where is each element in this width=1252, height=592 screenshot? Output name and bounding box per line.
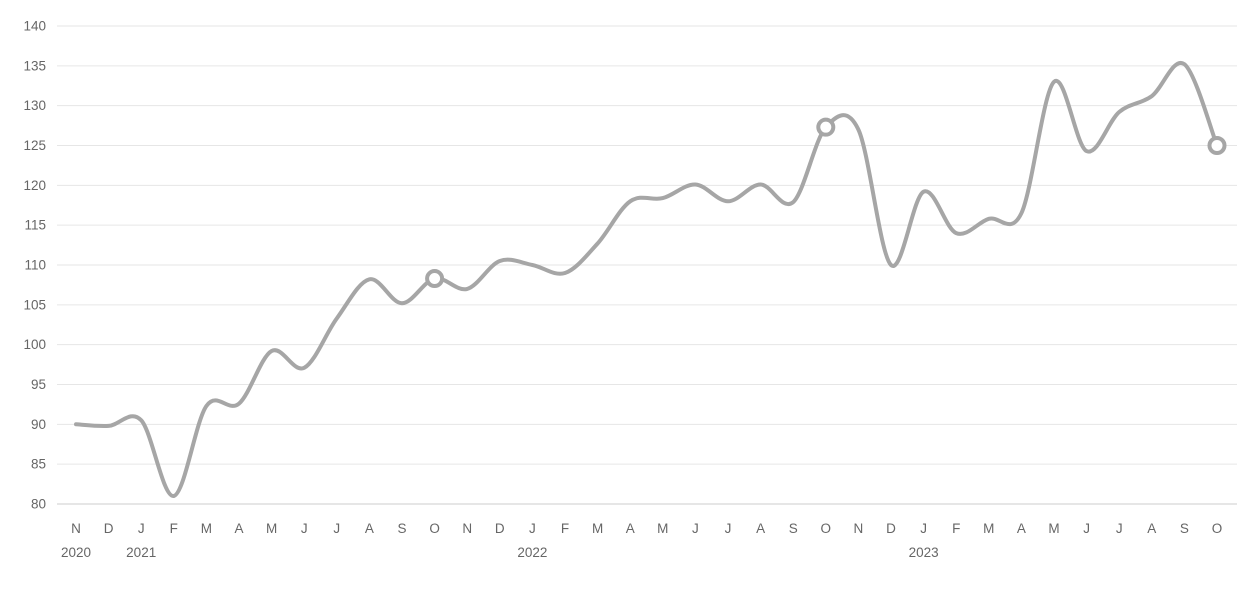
y-axis-label: 110 xyxy=(24,258,46,273)
x-axis-year-label: 2021 xyxy=(126,545,156,560)
x-axis-label: J xyxy=(692,521,699,536)
y-axis-label: 130 xyxy=(23,98,46,113)
x-axis-label: A xyxy=(1017,521,1026,536)
x-axis-label: S xyxy=(397,521,406,536)
y-axis-label: 80 xyxy=(31,497,46,512)
x-axis-label: M xyxy=(592,521,603,536)
x-axis-label: J xyxy=(138,521,145,536)
x-axis-label: J xyxy=(301,521,308,536)
x-axis-label: A xyxy=(756,521,765,536)
x-axis-label: F xyxy=(561,521,569,536)
y-axis-label: 125 xyxy=(23,138,46,153)
x-axis-label: D xyxy=(104,521,114,536)
x-axis-label: O xyxy=(821,521,832,536)
x-axis-label: M xyxy=(201,521,212,536)
x-axis-label: A xyxy=(1147,521,1156,536)
y-axis-label: 85 xyxy=(31,457,46,472)
data-point-marker[interactable] xyxy=(425,269,445,289)
data-point-marker[interactable] xyxy=(816,117,836,137)
x-axis-label: D xyxy=(886,521,896,536)
y-axis-label: 100 xyxy=(23,337,46,352)
x-axis-label: S xyxy=(789,521,798,536)
y-axis-label: 95 xyxy=(31,377,46,392)
x-axis-label: O xyxy=(429,521,440,536)
y-axis-label: 120 xyxy=(23,178,46,193)
x-axis-label: A xyxy=(365,521,374,536)
x-axis-label: M xyxy=(266,521,277,536)
x-axis-label: F xyxy=(170,521,178,536)
x-axis-label: J xyxy=(920,521,927,536)
x-axis-label: F xyxy=(952,521,960,536)
x-axis-label: J xyxy=(333,521,340,536)
y-axis-label: 115 xyxy=(24,218,46,233)
y-axis-label: 140 xyxy=(23,19,46,34)
x-axis-label: N xyxy=(854,521,864,536)
x-axis-year-label: 2022 xyxy=(517,545,547,560)
x-axis-year-label: 2023 xyxy=(909,545,939,560)
x-axis-label: M xyxy=(983,521,994,536)
x-axis-year-label: 2020 xyxy=(61,545,91,560)
x-axis-label: A xyxy=(626,521,635,536)
data-point-marker[interactable] xyxy=(1207,136,1227,155)
x-axis-label: N xyxy=(71,521,81,536)
x-axis-label: D xyxy=(495,521,505,536)
y-axis-label: 90 xyxy=(31,417,46,432)
x-axis-label: O xyxy=(1212,521,1223,536)
y-axis-label: 135 xyxy=(23,58,46,73)
x-axis-label: A xyxy=(234,521,243,536)
x-axis-label: J xyxy=(1083,521,1090,536)
x-axis-label: M xyxy=(657,521,668,536)
x-axis-label: S xyxy=(1180,521,1189,536)
x-axis-label: J xyxy=(1116,521,1123,536)
x-axis-label: J xyxy=(725,521,732,536)
x-axis-label: M xyxy=(1048,521,1059,536)
x-axis-label: N xyxy=(462,521,472,536)
series-line xyxy=(74,60,1219,498)
y-axis-label: 105 xyxy=(23,297,46,312)
x-axis-label: J xyxy=(529,521,536,536)
